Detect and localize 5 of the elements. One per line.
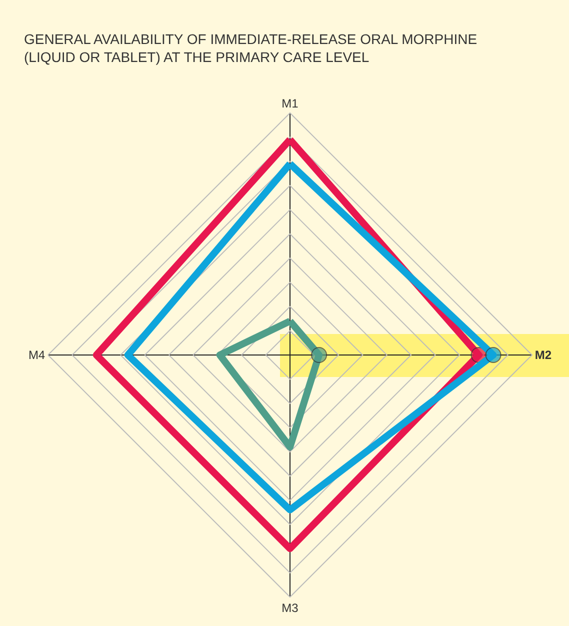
spoke-label: M3 — [282, 600, 299, 615]
spoke-label: M1 — [282, 96, 299, 111]
spoke-label: M2 — [534, 348, 552, 362]
chart-title: GENERAL AVAILABILITY OF IMMEDIATE-RELEASE ORAL MORPHINE (LIQUID OR TABLET) AT THE PRIMARY CARE LEVEL — [24, 30, 478, 66]
spoke-label: M4 — [28, 348, 46, 362]
